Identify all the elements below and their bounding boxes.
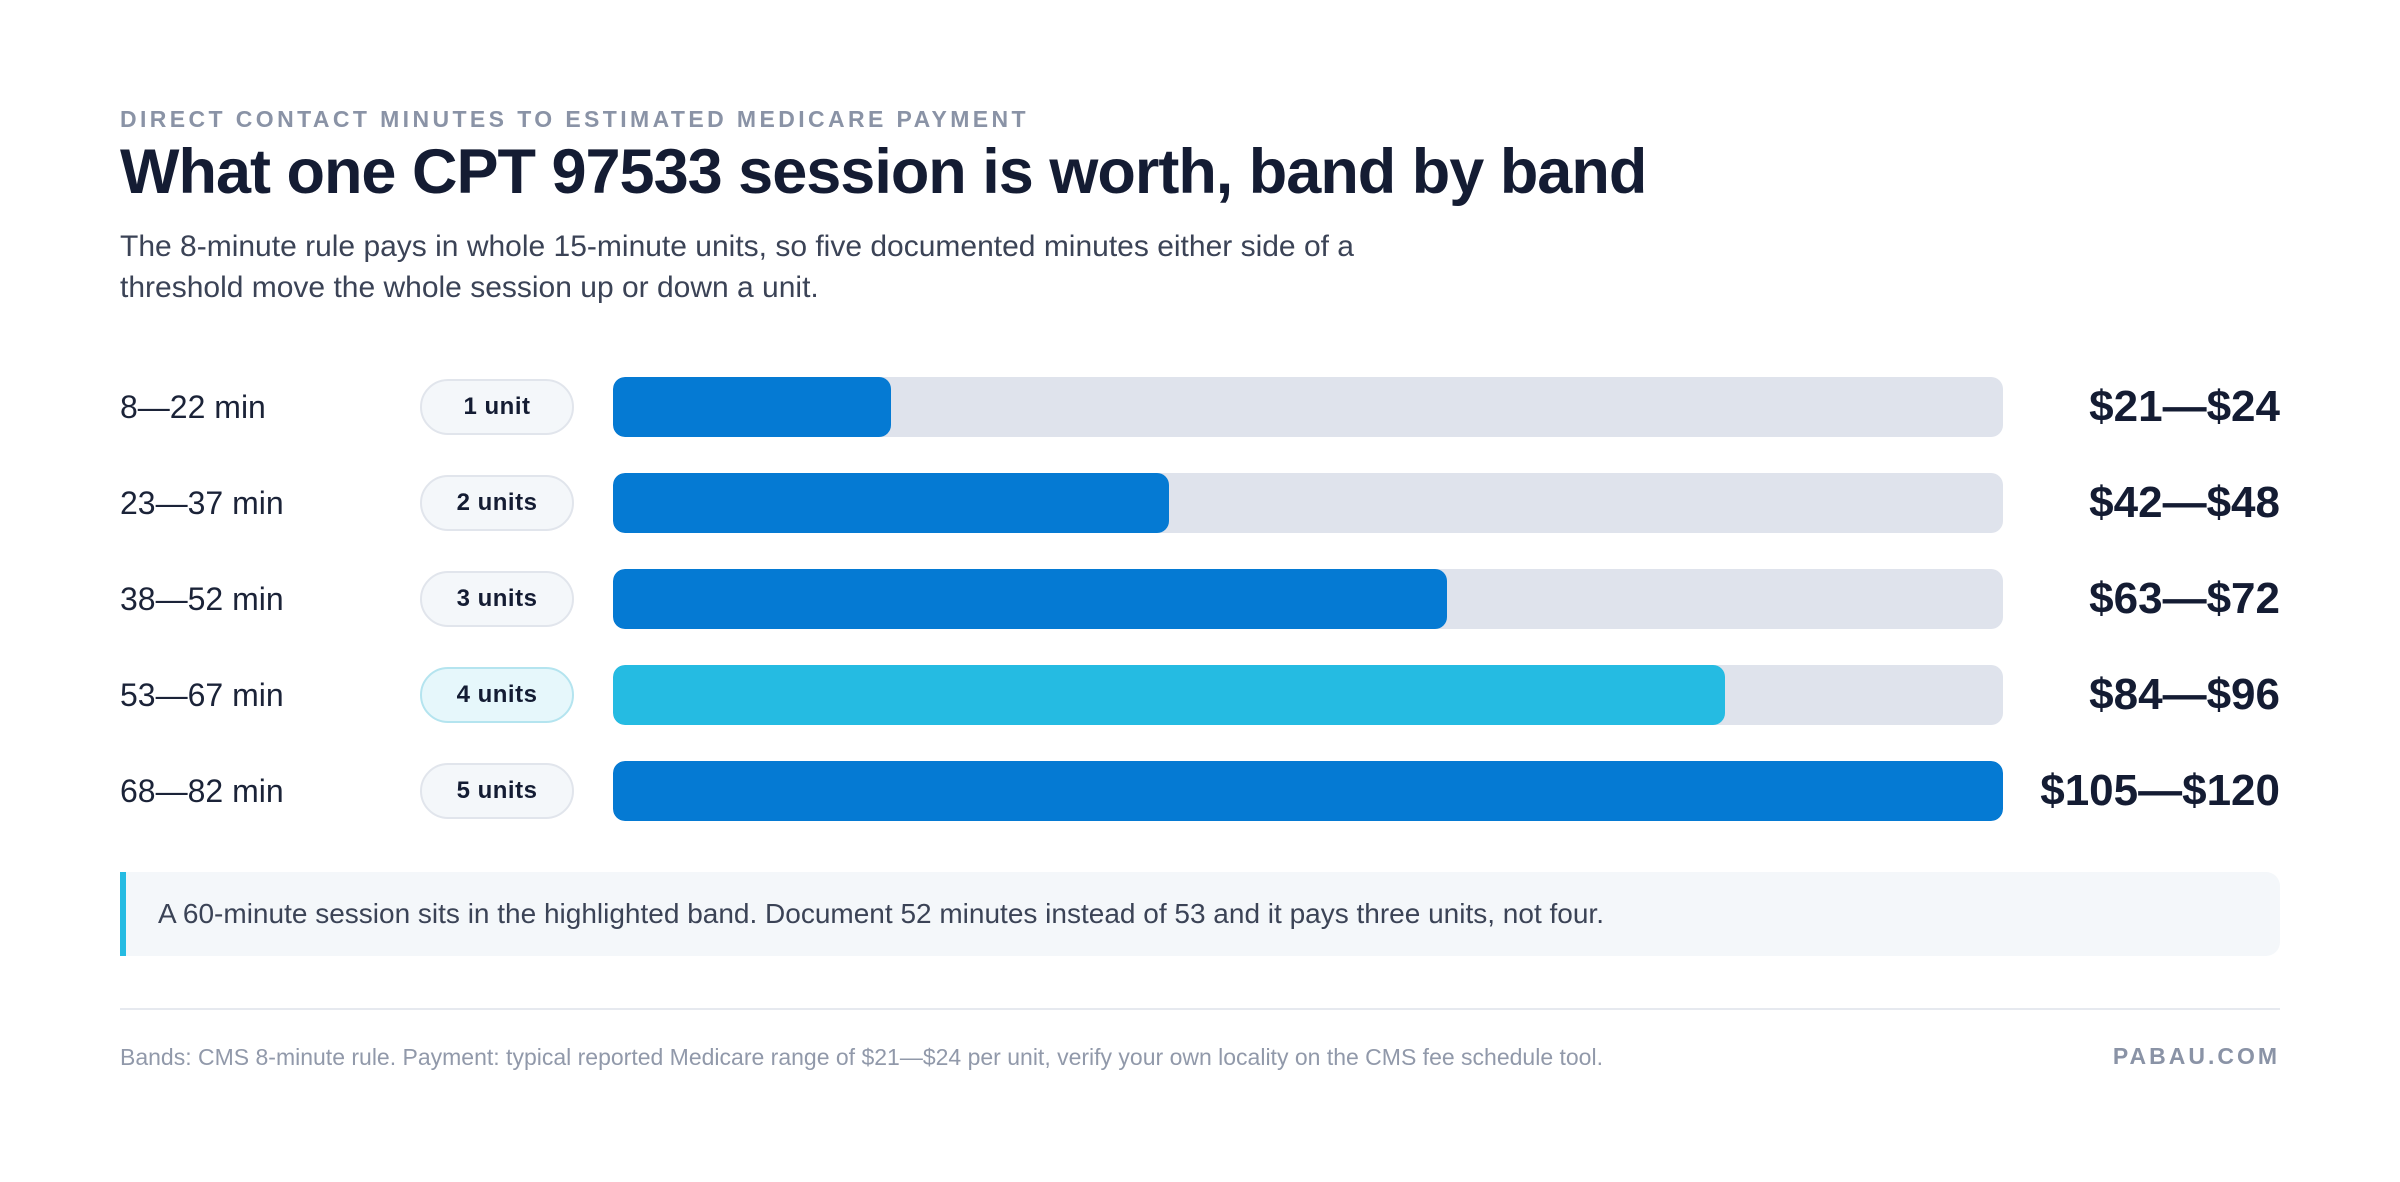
highlight-callout: A 60-minute session sits in the highligh… xyxy=(120,872,2280,956)
units-badge: 5 units xyxy=(420,763,574,819)
category-label: 23—37 min xyxy=(120,485,284,521)
bar-track xyxy=(613,665,2003,725)
bar-row: 68—82 min 5 units $105—$120 xyxy=(0,761,2400,821)
bar xyxy=(613,473,1169,533)
bar xyxy=(613,569,1447,629)
bar-row: 53—67 min 4 units $84—$96 xyxy=(0,665,2400,725)
payment-label: $63—$72 xyxy=(2089,574,2280,623)
bar-track xyxy=(613,473,2003,533)
category-label: 68—82 min xyxy=(120,773,284,809)
eyebrow-label: DIRECT CONTACT MINUTES TO ESTIMATED MEDI… xyxy=(120,106,1029,132)
bar xyxy=(613,377,891,437)
payment-label: $42—$48 xyxy=(2089,478,2280,527)
bar-track xyxy=(613,761,2003,821)
category-label: 53—67 min xyxy=(120,677,284,713)
units-badge: 3 units xyxy=(420,571,574,627)
bar-row: 23—37 min 2 units $42—$48 xyxy=(0,473,2400,533)
brand-label: PABAU.COM xyxy=(2112,1043,2280,1069)
bar xyxy=(613,665,1725,725)
payment-label: $21—$24 xyxy=(2089,382,2280,431)
source-note: Bands: CMS 8-minute rule. Payment: typic… xyxy=(120,1044,1603,1070)
footer-divider xyxy=(120,1008,2280,1010)
category-label: 8—22 min xyxy=(120,389,266,425)
payment-label: $105—$120 xyxy=(2040,766,2280,815)
units-badge: 1 unit xyxy=(420,379,574,435)
units-badge: 2 units xyxy=(420,475,574,531)
bar xyxy=(613,761,2003,821)
chart-title: What one CPT 97533 session is worth, ban… xyxy=(120,137,1647,207)
category-label: 38—52 min xyxy=(120,581,284,617)
chart-subtitle: The 8-minute rule pays in whole 15-minut… xyxy=(120,230,1354,304)
bar-row: 38—52 min 3 units $63—$72 xyxy=(0,569,2400,629)
bar-track xyxy=(613,377,2003,437)
bar-row: 8—22 min 1 unit $21—$24 xyxy=(0,377,2400,437)
units-badge: 4 units xyxy=(420,667,574,723)
payment-label: $84—$96 xyxy=(2089,670,2280,719)
bar-track xyxy=(613,569,2003,629)
